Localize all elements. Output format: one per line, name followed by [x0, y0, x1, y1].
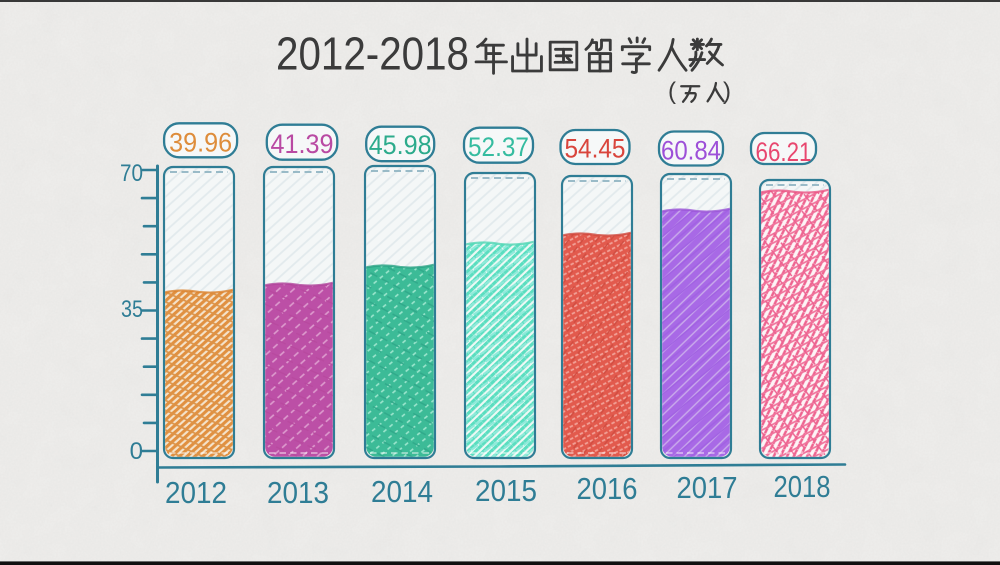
svg-text:60.84: 60.84 — [661, 135, 721, 165]
svg-text:(: ( — [668, 78, 676, 105]
svg-text:66.21: 66.21 — [756, 137, 812, 167]
svg-text:0: 0 — [130, 438, 143, 465]
svg-text:35: 35 — [121, 296, 143, 323]
svg-text:54.45: 54.45 — [565, 133, 626, 163]
svg-text:41.39: 41.39 — [271, 129, 334, 159]
svg-text:2012-2018: 2012-2018 — [276, 28, 469, 80]
svg-text:70: 70 — [120, 160, 143, 187]
svg-text:45.98: 45.98 — [369, 130, 432, 160]
svg-text:2013: 2013 — [267, 475, 329, 510]
svg-text:39.96: 39.96 — [169, 128, 232, 158]
svg-text:2015: 2015 — [475, 473, 537, 508]
svg-text:52.37: 52.37 — [468, 132, 529, 162]
svg-text:2017: 2017 — [677, 470, 738, 505]
svg-text:2018: 2018 — [774, 469, 831, 504]
svg-text:2016: 2016 — [577, 471, 638, 506]
svg-text:2014: 2014 — [371, 474, 433, 509]
svg-text:): ) — [723, 78, 731, 105]
svg-text:2012: 2012 — [165, 475, 227, 510]
